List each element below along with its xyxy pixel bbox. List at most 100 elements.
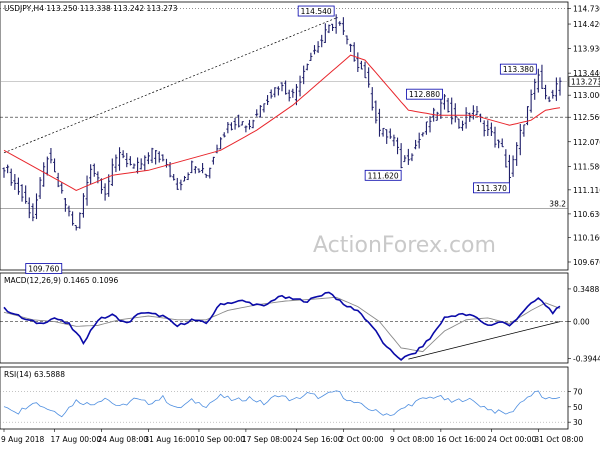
price-bar xyxy=(421,132,425,137)
price-bar xyxy=(244,125,248,133)
price-label: 114.540 xyxy=(297,5,335,17)
price-label-text: 111.620 xyxy=(368,171,399,180)
price-label-box xyxy=(499,63,537,75)
macd-axis-ticks: 0.3488 0.00 -0.3944 xyxy=(568,285,600,364)
price-label: 111.370 xyxy=(473,182,510,194)
price-bar xyxy=(114,154,118,173)
watermark: ActionForex.com xyxy=(313,233,496,258)
price-bar xyxy=(139,158,143,170)
price-bar xyxy=(154,149,158,165)
price-bar xyxy=(226,122,230,134)
price-tick-label: 113.930 xyxy=(573,45,600,54)
macd-signal-line xyxy=(3,296,561,353)
price-bar xyxy=(316,41,320,53)
price-bars xyxy=(2,14,562,231)
price-bar xyxy=(78,212,82,229)
price-label: 111.620 xyxy=(364,169,402,181)
price-bar xyxy=(497,139,501,149)
price-bar xyxy=(143,155,147,171)
price-bar xyxy=(208,167,212,179)
price-bar xyxy=(229,122,233,131)
price-bar xyxy=(540,64,544,89)
price-bar xyxy=(175,177,179,190)
current-price-badge: 113.273 xyxy=(568,76,600,87)
price-bar xyxy=(551,89,555,99)
x-tick-label: 9 Oct 08:00 xyxy=(390,435,434,444)
price-bar xyxy=(547,96,551,103)
ma-line xyxy=(3,54,561,191)
price-label-box xyxy=(297,5,335,17)
price-bar xyxy=(475,105,479,116)
price-bar xyxy=(103,183,107,201)
price-levels: 38.2 xyxy=(0,8,568,209)
macd-header: MACD(12,26,9) 0.1465 0.1096 xyxy=(4,276,118,285)
price-bar xyxy=(128,156,132,166)
price-label: 109.760 xyxy=(25,263,63,274)
price-label-text: 114.540 xyxy=(301,7,332,16)
price-bar xyxy=(179,179,183,191)
price-bar xyxy=(544,84,548,100)
price-bar xyxy=(526,106,530,126)
price-bar xyxy=(482,120,486,137)
price-bar xyxy=(341,17,345,35)
price-bar xyxy=(248,119,252,130)
price-label-box xyxy=(473,182,510,194)
price-bar xyxy=(233,117,237,130)
x-tick-label: 24 Oct 00:00 xyxy=(487,435,536,444)
price-bar xyxy=(457,118,461,129)
price-bar xyxy=(63,197,67,212)
price-bar xyxy=(461,120,465,131)
price-bar xyxy=(312,45,316,55)
current-price-label: 113.273 xyxy=(571,77,600,86)
price-bar xyxy=(146,152,150,165)
x-tick-label: 17 Aug 00:00 xyxy=(51,435,102,444)
price-label-text: 111.370 xyxy=(476,184,507,193)
x-tick-label: 24 Sep 16:00 xyxy=(292,435,342,444)
price-bar xyxy=(323,23,327,43)
price-bar xyxy=(237,114,241,128)
price-bar xyxy=(24,185,28,204)
price-bar xyxy=(396,137,400,155)
price-bar xyxy=(280,82,284,92)
macd-main-line xyxy=(3,291,561,361)
fib-level-label: 38.2 xyxy=(549,199,566,208)
price-bar xyxy=(92,163,96,177)
price-bar xyxy=(219,137,223,150)
macd-tick-label: 0.00 xyxy=(573,318,590,327)
price-tick-label: 112.560 xyxy=(573,113,600,122)
x-tick-label: 24 Aug 08:00 xyxy=(97,435,148,444)
price-tick-label: 113.000 xyxy=(573,91,600,100)
price-bar xyxy=(442,94,446,110)
price-bar xyxy=(276,86,280,96)
price-tick-label: 110.160 xyxy=(573,233,600,242)
price-bar xyxy=(38,177,42,199)
price-bar xyxy=(287,89,291,102)
price-bar xyxy=(183,175,187,182)
price-bar xyxy=(201,163,205,174)
price-bar xyxy=(284,80,288,95)
price-bar xyxy=(2,167,6,178)
price-bar xyxy=(507,154,511,183)
price-bar xyxy=(255,109,259,117)
price-bar xyxy=(536,68,540,93)
price-bar xyxy=(211,156,215,165)
price-bar xyxy=(31,203,35,222)
price-bar xyxy=(81,193,85,218)
price-bar xyxy=(85,175,89,206)
price-bar xyxy=(338,21,342,26)
rsi-panel xyxy=(0,366,569,430)
price-bar xyxy=(464,107,468,129)
price-bar xyxy=(42,162,46,187)
rsi-header: RSI(14) 63.5888 xyxy=(4,370,65,379)
rsi-tick-label: 50 xyxy=(573,403,583,412)
price-bar xyxy=(305,63,309,71)
price-bar xyxy=(363,61,367,79)
price-bar xyxy=(504,149,508,168)
macd-trendline xyxy=(408,321,561,360)
price-bar xyxy=(414,139,418,150)
price-bar xyxy=(13,174,17,190)
price-bar xyxy=(49,148,53,164)
price-bar xyxy=(406,148,410,165)
price-bar xyxy=(515,142,519,166)
price-bar xyxy=(34,193,38,220)
